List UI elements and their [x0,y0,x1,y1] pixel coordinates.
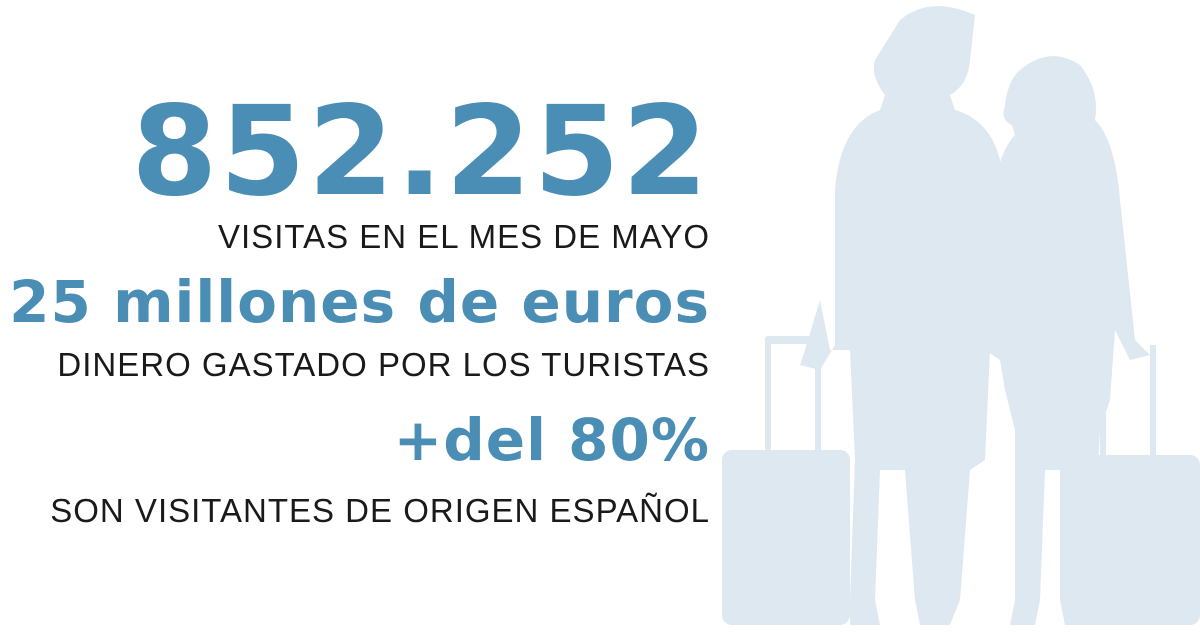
stat-origin-label: SON VISITANTES DE ORIGEN ESPAÑOL [50,492,710,529]
stat-origin-value: +del 80% [393,406,710,474]
stat-spending-value: 25 millones de euros [9,268,710,336]
stat-visits-label: VISITAS EN EL MES DE MAYO [218,218,710,255]
stat-spending-label: DINERO GASTADO POR LOS TURISTAS [57,346,710,383]
stat-visits-value: 852.252 [131,80,710,224]
